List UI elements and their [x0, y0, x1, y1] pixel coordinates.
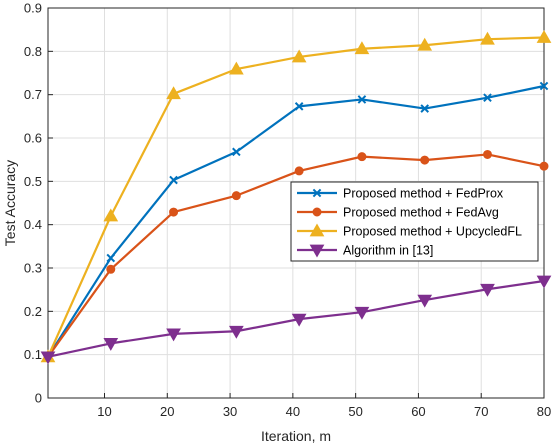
data-point: [291, 49, 307, 63]
legend-item: Algorithm in [13]: [297, 244, 433, 258]
legend-label: Algorithm in [13]: [343, 244, 433, 258]
x-tick-label: 70: [474, 404, 488, 419]
legend-marker: [309, 244, 325, 258]
y-tick-label: 0.6: [24, 131, 42, 146]
y-tick-label: 0.9: [24, 1, 42, 16]
y-axis-label: Test Accuracy: [2, 160, 18, 246]
data-point: [103, 338, 119, 351]
series-lines: [40, 29, 552, 365]
data-point: [539, 81, 549, 91]
data-point: [480, 31, 495, 45]
y-tick-label: 0.2: [24, 304, 42, 319]
legend-marker: [309, 223, 325, 237]
legend-label: Proposed method + FedAvg: [343, 206, 499, 220]
data-point: [294, 166, 304, 176]
data-point: [169, 207, 179, 217]
y-tick-label: 0: [35, 391, 42, 406]
data-point: [169, 175, 178, 185]
legend-item: Proposed method + UpcycledFL: [297, 223, 522, 239]
legend-marker: [312, 188, 322, 198]
x-tick-label: 60: [411, 404, 425, 419]
data-point: [483, 93, 492, 103]
data-point: [103, 208, 119, 222]
data-point: [420, 104, 430, 113]
y-tick-label: 0.5: [24, 174, 42, 189]
legend-item: Proposed method + FedAvg: [297, 206, 499, 220]
axis-ticks: 10 20 30 40 50 60 70 80 0 0.1 0.2 0.3 0.4 0.5 0.6 0.7 0.…: [24, 1, 551, 420]
data-point: [480, 283, 495, 297]
data-point: [232, 147, 241, 157]
legend-item: Proposed method + FedProx: [297, 187, 504, 201]
data-point: [166, 328, 181, 342]
x-tick-label: 30: [223, 404, 237, 419]
data-point: [420, 155, 430, 165]
legend-box: [290, 181, 539, 262]
data-point: [357, 95, 367, 104]
data-point: [417, 37, 433, 51]
x-tick-label: 40: [286, 404, 300, 419]
y-tick-label: 0.7: [24, 87, 42, 102]
data-point: [354, 41, 370, 55]
data-point: [354, 306, 370, 320]
data-point: [106, 253, 116, 263]
y-tick-label: 0.1: [24, 347, 42, 362]
data-point: [482, 149, 492, 159]
data-point: [357, 152, 367, 162]
data-point: [106, 264, 116, 274]
data-point: [166, 86, 181, 100]
plot-frame: [47, 7, 545, 399]
data-point: [228, 61, 244, 75]
legend-marker: [312, 207, 322, 217]
data-point: [228, 325, 244, 339]
data-point: [231, 191, 241, 201]
data-point: [40, 351, 56, 365]
series-3: [40, 275, 552, 365]
x-tick-label: 50: [348, 404, 362, 419]
data-point: [536, 275, 552, 289]
x-axis-label: Iteration, m: [261, 428, 331, 444]
legend: Proposed method + FedProx Proposed method…: [290, 181, 539, 262]
legend-label: Proposed method + UpcycledFL: [343, 225, 522, 239]
data-point: [417, 294, 433, 308]
x-tick-label: 80: [537, 404, 551, 419]
series-2: [40, 29, 552, 363]
y-tick-label: 0.4: [24, 217, 42, 232]
y-tick-label: 0.3: [24, 261, 42, 276]
data-point: [536, 29, 552, 43]
data-point: [539, 161, 549, 171]
data-point: [291, 313, 307, 327]
data-point: [294, 102, 304, 111]
x-tick-label: 20: [160, 404, 174, 419]
y-tick-label: 0.8: [24, 44, 42, 59]
x-tick-label: 10: [97, 404, 111, 419]
legend-label: Proposed method + FedProx: [343, 187, 504, 201]
